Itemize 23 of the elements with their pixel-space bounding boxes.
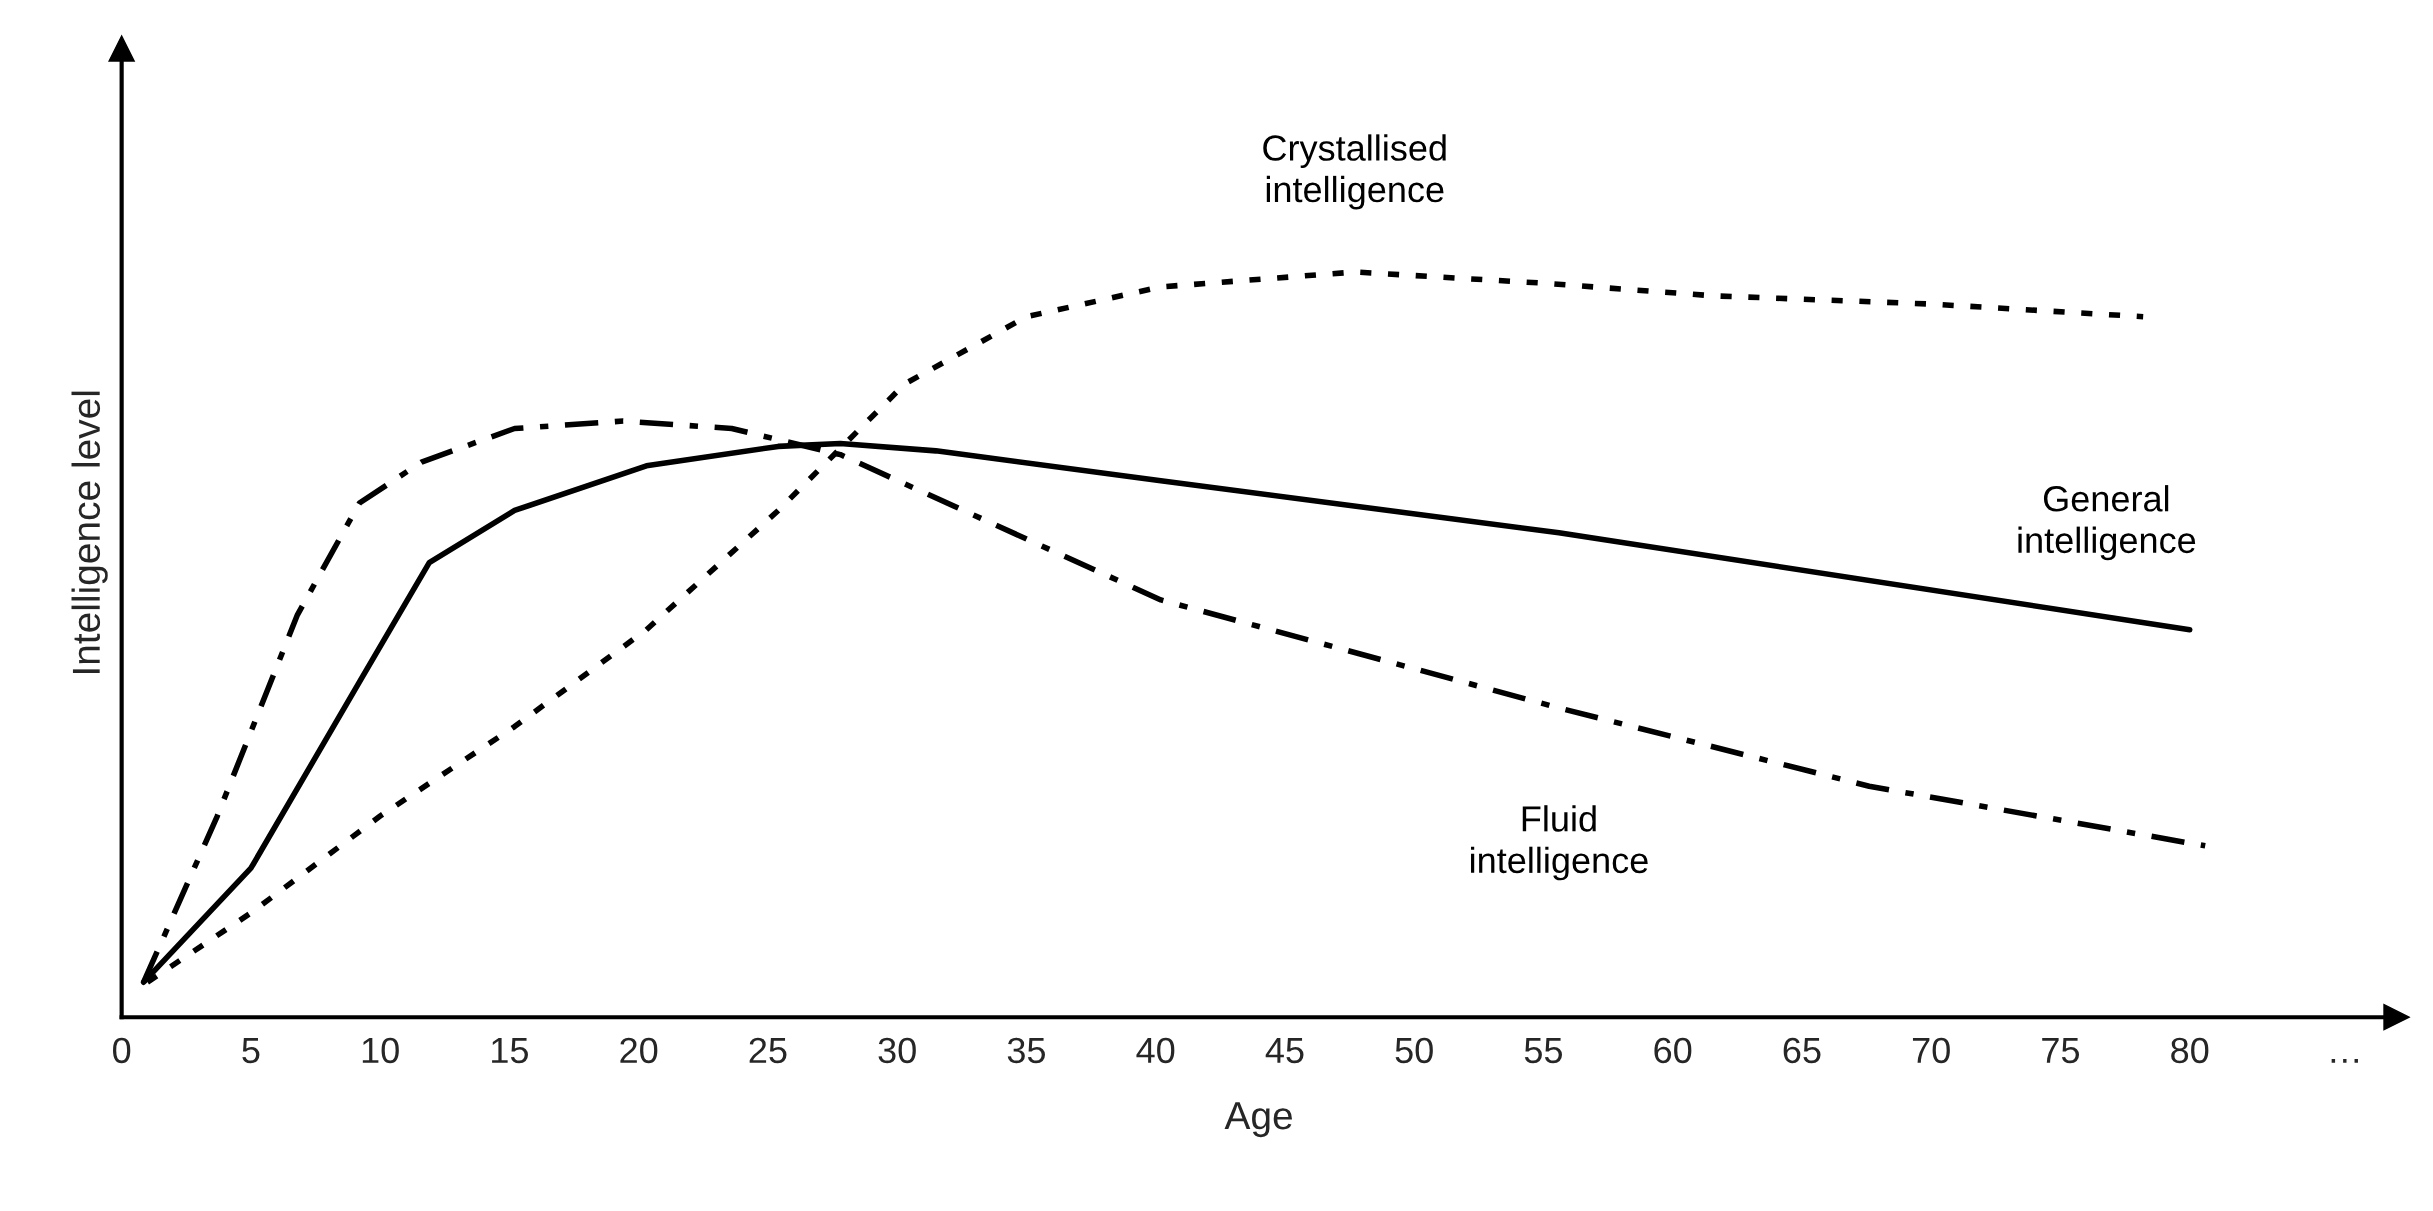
x-tick-label: … (2331, 1058, 2358, 1063)
x-tick-label: 10 (362, 1037, 399, 1064)
x-tick-label: 20 (620, 1037, 658, 1064)
x-tick-label: 30 (878, 1037, 916, 1064)
x-tick-label: 0 (113, 1037, 131, 1064)
series-label: Crystallised intelligence (1263, 134, 1446, 210)
x-axis-title: Age (1224, 1102, 1292, 1138)
x-tick-label: 35 (1007, 1037, 1045, 1064)
x-tick-label: 45 (1265, 1038, 1304, 1064)
x-tick-label: 60 (1654, 1037, 1692, 1064)
x-tick-label: 70 (1912, 1037, 1950, 1064)
x-tick-label: 80 (2171, 1037, 2209, 1064)
text: Fluid intelligence (1471, 805, 1648, 881)
series-label: General intelligence (2018, 485, 2196, 561)
x-tick-label: 75 (2042, 1038, 2080, 1064)
x-tick-label: 55 (1524, 1038, 1563, 1064)
x-tick-label: 15 (492, 1038, 528, 1064)
x-tick-label: 40 (1136, 1037, 1175, 1064)
x-tick-label: 25 (749, 1037, 787, 1064)
y-axis-title: Intelligence level (71, 391, 108, 673)
x-tick-label: 5 (242, 1038, 260, 1064)
x-tick-label: 50 (1395, 1037, 1433, 1064)
x-tick-label: 65 (1783, 1037, 1821, 1064)
